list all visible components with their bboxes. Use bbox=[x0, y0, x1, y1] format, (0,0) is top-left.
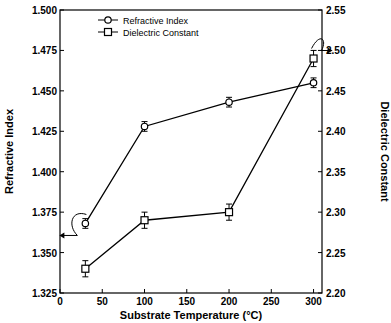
x-axis-title: Substrate Temperature (°C) bbox=[120, 309, 263, 321]
y-tick bbox=[60, 90, 64, 91]
error-bar bbox=[226, 204, 232, 220]
point bbox=[141, 217, 148, 224]
x-tick bbox=[186, 289, 187, 293]
y-tick-label: 1.375 bbox=[32, 207, 57, 218]
x-tick-label: 50 bbox=[97, 296, 109, 307]
point bbox=[82, 220, 88, 226]
series-line bbox=[85, 59, 313, 269]
y2-axis-title: Dielectric Constant bbox=[379, 101, 391, 202]
y-tick-label: 1.500 bbox=[32, 5, 57, 16]
error-cap bbox=[226, 107, 232, 108]
error-cap bbox=[226, 97, 232, 98]
y2-tick-label: 2.25 bbox=[326, 248, 346, 259]
error-cap bbox=[142, 228, 148, 229]
x-tick-label: 200 bbox=[221, 296, 238, 307]
y-tick bbox=[60, 212, 64, 213]
y2-tick bbox=[318, 212, 322, 213]
y-tick-label: 1.325 bbox=[32, 288, 57, 299]
y-tick-label: 1.475 bbox=[32, 45, 57, 56]
y2-tick-label: 2.55 bbox=[326, 5, 346, 16]
error-cap bbox=[226, 220, 232, 221]
error-bar bbox=[82, 219, 88, 229]
error-cap bbox=[142, 121, 148, 122]
y2-tick bbox=[318, 171, 322, 172]
x-tick-label: 0 bbox=[57, 296, 63, 307]
error-cap bbox=[82, 218, 88, 219]
point bbox=[141, 123, 147, 129]
y2-tick bbox=[318, 10, 322, 11]
x-tick bbox=[60, 289, 61, 293]
y2-tick-label: 2.35 bbox=[326, 167, 346, 178]
y-tick bbox=[60, 252, 64, 253]
y-tick bbox=[60, 10, 64, 11]
legend-marker bbox=[105, 17, 111, 23]
y-tick-label: 1.425 bbox=[32, 126, 57, 137]
error-bar bbox=[142, 122, 148, 132]
plot-frame bbox=[60, 10, 322, 293]
y2-tick-label: 2.30 bbox=[326, 207, 346, 218]
x-tick-label: 150 bbox=[178, 296, 195, 307]
y-tick-label: 1.350 bbox=[32, 248, 57, 259]
point bbox=[310, 55, 317, 62]
chart: 0 50 100 150 200 250 300 1.325 1.350 1.375 1.400 1.… bbox=[0, 0, 391, 323]
error-bar bbox=[311, 50, 317, 66]
point bbox=[310, 80, 316, 86]
y2-tick-label: 2.40 bbox=[326, 126, 346, 137]
x-tick bbox=[102, 289, 103, 293]
y-axis-title: Refractive Index bbox=[3, 108, 15, 194]
y-tick bbox=[60, 171, 64, 172]
plot-area bbox=[82, 50, 317, 276]
y-tick bbox=[60, 50, 64, 51]
error-bar bbox=[311, 78, 317, 88]
error-cap bbox=[311, 66, 317, 67]
error-bar bbox=[142, 212, 148, 228]
y-tick bbox=[60, 293, 64, 294]
error-cap bbox=[82, 260, 88, 261]
legend-label: Dielectric Constant bbox=[123, 28, 199, 38]
y2-tick bbox=[318, 293, 322, 294]
y-tick bbox=[60, 131, 64, 132]
legend-marker bbox=[105, 29, 112, 36]
x-tick-label: 100 bbox=[136, 296, 153, 307]
x-tick bbox=[144, 289, 145, 293]
error-cap bbox=[82, 228, 88, 229]
error-cap bbox=[142, 212, 148, 213]
error-bar bbox=[82, 261, 88, 277]
x-tick-label: 300 bbox=[305, 296, 322, 307]
error-bar bbox=[226, 97, 232, 107]
series-line bbox=[85, 83, 313, 224]
error-cap bbox=[311, 50, 317, 51]
x-tick bbox=[271, 289, 272, 293]
error-cap bbox=[142, 131, 148, 132]
arrow-head bbox=[328, 48, 333, 54]
axis-arrow bbox=[61, 214, 86, 236]
point bbox=[82, 265, 89, 272]
y2-tick-label: 2.45 bbox=[326, 86, 346, 97]
legend-label: Refractive Index bbox=[123, 16, 189, 26]
y2-tick-label: 2.20 bbox=[326, 288, 346, 299]
y2-tick bbox=[318, 252, 322, 253]
axis-arrow bbox=[312, 39, 330, 51]
point bbox=[226, 209, 233, 216]
error-cap bbox=[226, 204, 232, 205]
x-tick bbox=[313, 289, 314, 293]
y2-tick bbox=[318, 131, 322, 132]
x-tick bbox=[229, 289, 230, 293]
y2-tick bbox=[318, 90, 322, 91]
arrow-head bbox=[59, 232, 64, 238]
y-tick-label: 1.450 bbox=[32, 86, 57, 97]
error-cap bbox=[311, 87, 317, 88]
error-cap bbox=[82, 276, 88, 277]
error-cap bbox=[311, 77, 317, 78]
y-tick-label: 1.400 bbox=[32, 167, 57, 178]
x-tick-label: 250 bbox=[263, 296, 280, 307]
y2-tick-label: 2.50 bbox=[326, 45, 346, 56]
point bbox=[226, 99, 232, 105]
